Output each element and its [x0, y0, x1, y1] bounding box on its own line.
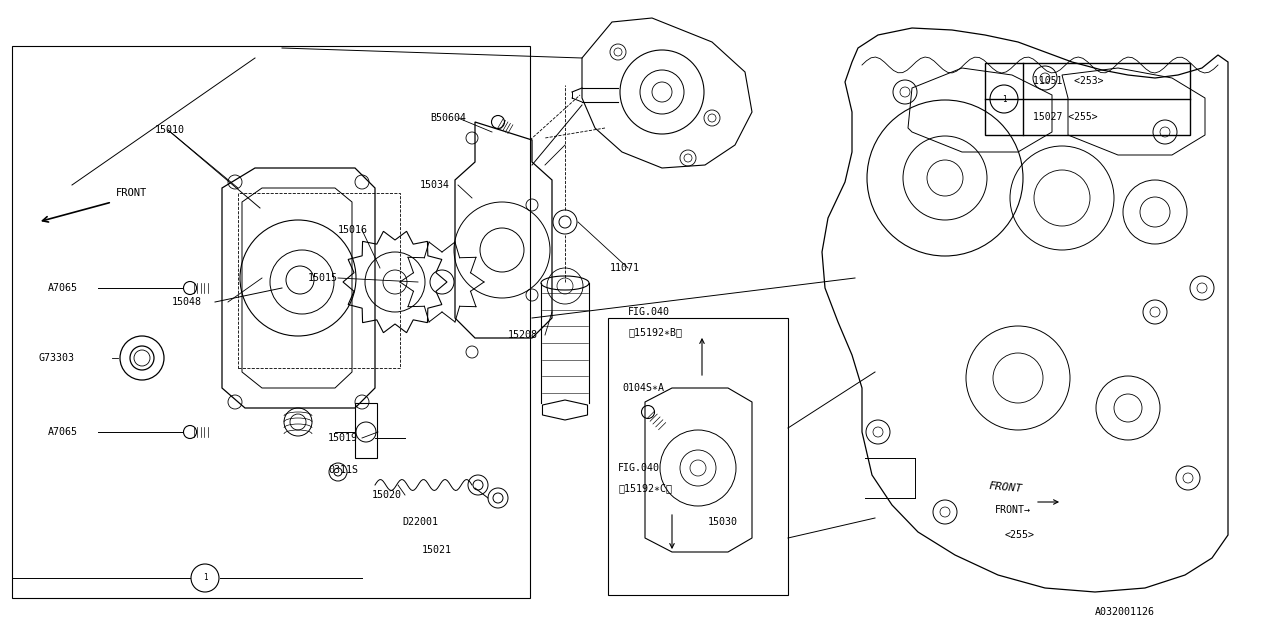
Text: 15015: 15015	[308, 273, 338, 283]
Text: 15030: 15030	[708, 517, 739, 527]
Bar	[986, 63, 1190, 135]
Text: <255>: <255>	[1005, 530, 1036, 540]
Text: 15020: 15020	[372, 490, 402, 500]
Text: 15034: 15034	[420, 180, 451, 190]
Text: A032001126: A032001126	[1094, 607, 1155, 617]
Text: 15019: 15019	[328, 433, 358, 443]
Text: 11071: 11071	[611, 263, 640, 273]
Bar	[12, 46, 530, 598]
Text: （15192∗B）: （15192∗B）	[628, 327, 682, 337]
Text: 0104S∗A: 0104S∗A	[622, 383, 664, 393]
Text: （15192∗C）: （15192∗C）	[618, 483, 672, 493]
Text: FRONT→: FRONT→	[995, 505, 1030, 515]
Text: 15208: 15208	[508, 330, 538, 340]
Text: A7065: A7065	[49, 427, 78, 437]
Text: B50604: B50604	[430, 113, 466, 123]
Text: G73303: G73303	[38, 353, 74, 363]
Text: FRONT: FRONT	[116, 188, 147, 198]
Text: FIG.040: FIG.040	[628, 307, 669, 317]
Text: D22001: D22001	[402, 517, 438, 527]
Text: 15021: 15021	[422, 545, 452, 555]
Text: FIG.040: FIG.040	[618, 463, 660, 473]
Text: 1: 1	[202, 573, 207, 582]
Bar	[238, 193, 401, 368]
Text: 0311S: 0311S	[328, 465, 358, 475]
Bar	[355, 403, 378, 458]
Text: 11051  <253>: 11051 <253>	[1033, 76, 1103, 86]
Text: 15016: 15016	[338, 225, 369, 235]
Bar	[608, 318, 788, 595]
Text: 15048: 15048	[172, 297, 202, 307]
Text: 1: 1	[1002, 95, 1006, 104]
Text: FRONT: FRONT	[988, 481, 1023, 494]
Text: A7065: A7065	[49, 283, 78, 293]
Text: 15010: 15010	[155, 125, 186, 135]
Text: 15027 <255>: 15027 <255>	[1033, 112, 1098, 122]
